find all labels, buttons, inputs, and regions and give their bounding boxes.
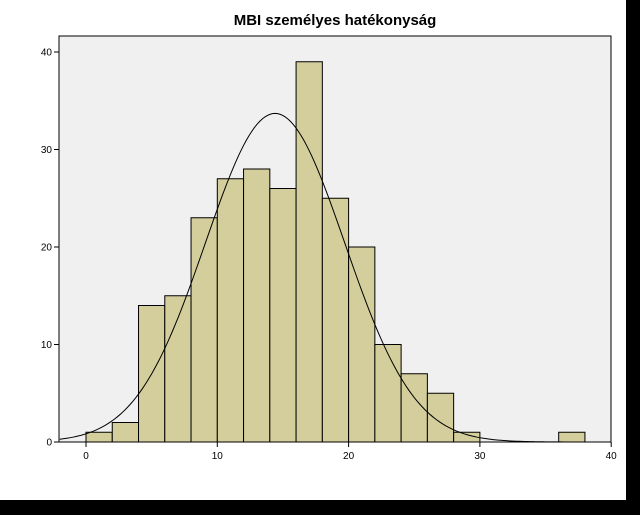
x-tick-label-30: 30 <box>474 451 486 462</box>
histogram-bar-12-14 <box>243 168 271 443</box>
y-tick-label-40: 40 <box>41 48 53 59</box>
histogram-bar-18-20 <box>321 197 350 443</box>
y-tick-label-10: 10 <box>41 340 53 351</box>
x-tick-label-40: 40 <box>606 451 618 462</box>
histogram-bar-6-8 <box>164 295 192 443</box>
histogram-bar-36-38 <box>558 431 586 443</box>
y-tick-label-30: 30 <box>41 145 53 156</box>
x-tick-label-0: 0 <box>83 451 89 462</box>
histogram-bar-28-30 <box>453 431 481 443</box>
chart-frame: MBI személyes hatékonyság 0 10 20 30 40 0 10 20… <box>0 0 626 500</box>
histogram-bar-2-4 <box>111 422 140 443</box>
y-tick-label-20: 20 <box>41 243 53 254</box>
x-tick-label-10: 10 <box>212 451 224 462</box>
histogram-bar-8-10 <box>190 217 218 443</box>
x-tick-label-20: 20 <box>343 451 355 462</box>
histogram-bar-20-22 <box>348 246 376 443</box>
histogram-bar-14-16 <box>269 188 297 443</box>
chart-title: MBI személyes hatékonyság <box>234 12 437 29</box>
histogram-chart: MBI személyes hatékonyság 0 10 20 30 40 0 10 20… <box>41 12 618 462</box>
y-tick-label-0: 0 <box>46 438 52 449</box>
normal-curve <box>59 112 612 443</box>
histogram-bar-0-2 <box>85 431 113 443</box>
histogram-bar-10-12 <box>216 178 245 443</box>
histogram-bar-26-28 <box>426 392 455 443</box>
histogram-bar-16-18 <box>295 61 323 443</box>
plot-area: 0 10 20 30 40 0 10 20 30 40 <box>41 35 618 462</box>
histogram-bar-22-24 <box>374 344 402 443</box>
